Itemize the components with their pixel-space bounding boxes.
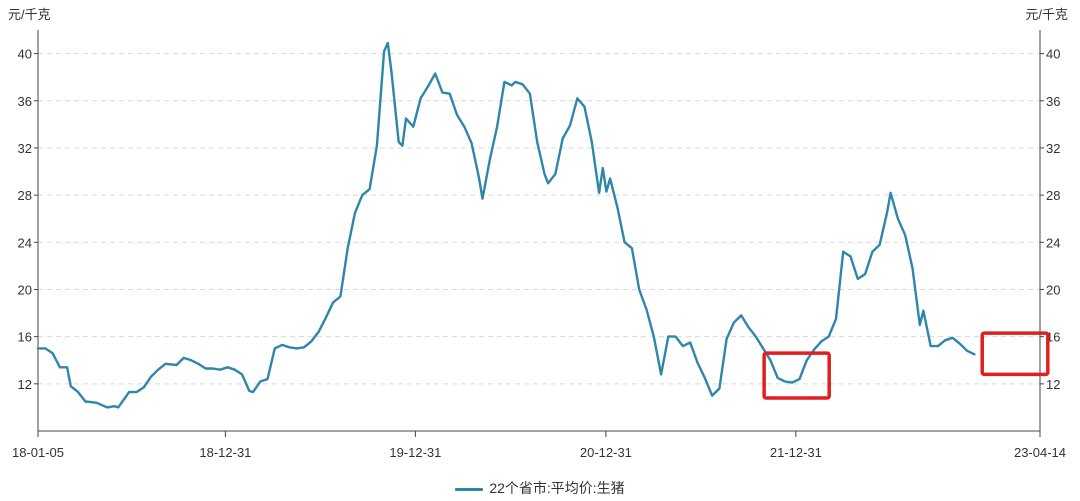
x-tick-label: 23-04-14 [1014, 445, 1066, 460]
x-tick-label: 18-12-31 [199, 445, 251, 460]
x-tick-label: 21-12-31 [770, 445, 822, 460]
y-tick-label-left: 40 [18, 47, 32, 62]
y-tick-label-left: 24 [18, 235, 32, 250]
legend-series-label: 22个省市:平均价:生猪 [489, 480, 625, 496]
y-tick-label-left: 36 [18, 94, 32, 109]
right-y-unit-label: 元/千克 [1025, 7, 1068, 22]
series-line [36, 41, 976, 409]
y-tick-label-left: 20 [18, 282, 32, 297]
y-tick-label-right: 20 [1046, 282, 1060, 297]
legend-swatch [455, 487, 484, 491]
y-tick-label-right: 16 [1046, 330, 1060, 345]
x-tick-label: 20-12-31 [580, 445, 632, 460]
highlight-box [762, 351, 831, 400]
y-tick-label-left: 32 [18, 141, 32, 156]
y-tick-label-right: 40 [1046, 47, 1060, 62]
y-tick-label-right: 36 [1046, 94, 1060, 109]
y-tick-label-right: 32 [1046, 141, 1060, 156]
y-tick-label-left: 16 [18, 330, 32, 345]
y-tick-label-left: 12 [18, 377, 32, 392]
y-tick-label-right: 12 [1046, 377, 1060, 392]
x-tick-label: 18-01-05 [12, 445, 64, 460]
y-tick-label-right: 24 [1046, 235, 1060, 250]
y-tick-label-right: 28 [1046, 188, 1060, 203]
legend[interactable]: 22个省市:平均价:生猪 [0, 478, 1080, 498]
x-tick-label: 19-12-31 [389, 445, 441, 460]
left-y-unit-label: 元/千克 [8, 7, 51, 22]
highlight-box [980, 331, 1050, 377]
y-tick-label-left: 28 [18, 188, 32, 203]
